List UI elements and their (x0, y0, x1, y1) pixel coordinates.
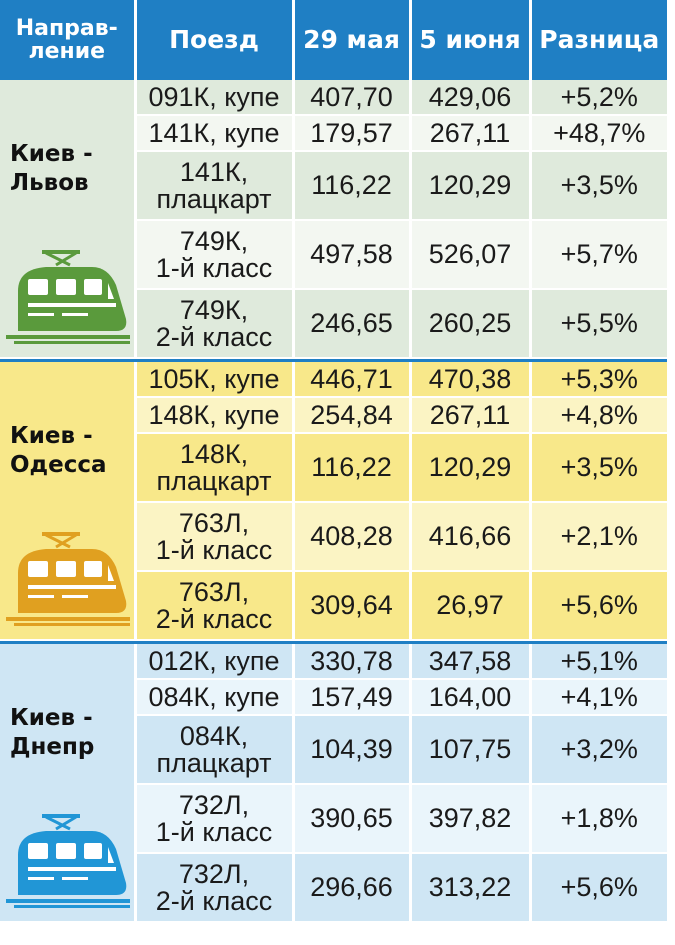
green-train-icon (4, 247, 132, 345)
group-separator (0, 640, 667, 644)
price-5-june: 429,06 (410, 80, 532, 116)
table-row: 732Л, 2-й класс 296,66 313,22 +5,6% (0, 853, 667, 923)
header-difference: Разница (530, 0, 667, 80)
direction-cell: Киев - Одесса (0, 362, 137, 641)
train-cell: 141К, плацкарт (135, 151, 295, 221)
price-difference: +5,7% (530, 220, 667, 290)
table-row: 148К, плацкарт 116,22 120,29 +3,5% (0, 433, 667, 503)
train-cell: 141К, купе (135, 115, 295, 152)
price-5-june: 120,29 (410, 151, 532, 221)
train-cell: 763Л, 1-й класс (135, 502, 295, 572)
train-cell: 763Л, 2-й класс (135, 571, 295, 641)
table-row: 732Л, 1-й класс 390,65 397,82 +1,8% (0, 784, 667, 854)
price-5-june: 416,66 (410, 502, 532, 572)
train-cell: 084К, плацкарт (135, 715, 295, 785)
train-cell: 105К, купе (135, 362, 295, 398)
price-5-june: 313,22 (410, 853, 532, 923)
price-5-june: 267,11 (410, 397, 532, 434)
table-header-row: Направ- ление Поезд 29 мая 5 июня Разниц… (0, 0, 667, 80)
price-29-may: 157,49 (293, 679, 412, 716)
price-difference: +5,6% (530, 571, 667, 641)
price-5-june: 397,82 (410, 784, 532, 854)
orange-train-icon (4, 529, 132, 627)
price-difference: +2,1% (530, 502, 667, 572)
price-difference: +3,5% (530, 151, 667, 221)
price-5-june: 120,29 (410, 433, 532, 503)
table-row: Киев - Днепр 012К, купе 330,78 347,58 +5,1% (0, 644, 667, 923)
table-row: 141К, купе 179,57 267,11 +48,7% (0, 115, 667, 152)
price-5-june: 107,75 (410, 715, 532, 785)
train-cell: 749К, 1-й класс (135, 220, 295, 290)
group-separator (0, 358, 667, 362)
price-29-may: 179,57 (293, 115, 412, 152)
price-5-june: 470,38 (410, 362, 532, 398)
table-row: 084К, плацкарт 104,39 107,75 +3,2% (0, 715, 667, 785)
price-29-may: 390,65 (293, 784, 412, 854)
table-row: 763Л, 1-й класс 408,28 416,66 +2,1% (0, 502, 667, 572)
price-29-may: 407,70 (293, 80, 412, 116)
price-29-may: 408,28 (293, 502, 412, 572)
price-5-june: 526,07 (410, 220, 532, 290)
train-cell: 148К, плацкарт (135, 433, 295, 503)
train-cell: 091К, купе (135, 80, 295, 116)
table-row: Киев - Львов 091К, купе 407,70 429,06 +5,2% (0, 80, 667, 359)
price-difference: +4,1% (530, 679, 667, 716)
price-5-june: 26,97 (410, 571, 532, 641)
right-margin-strip (667, 0, 675, 945)
price-difference: +48,7% (530, 115, 667, 152)
price-difference: +5,5% (530, 289, 667, 359)
price-difference: +4,8% (530, 397, 667, 434)
price-29-may: 246,65 (293, 289, 412, 359)
direction-name: Киев - Львов (10, 141, 93, 196)
price-29-may: 116,22 (293, 433, 412, 503)
price-5-june: 267,11 (410, 115, 532, 152)
train-cell: 732Л, 2-й класс (135, 853, 295, 923)
table-row: 749К, 1-й класс 497,58 526,07 +5,7% (0, 220, 667, 290)
group-separator-line (0, 640, 667, 644)
direction-cell: Киев - Днепр (0, 644, 137, 923)
table-row: 148К, купе 254,84 267,11 +4,8% (0, 397, 667, 434)
table-row: 084К, купе 157,49 164,00 +4,1% (0, 679, 667, 716)
blue-train-icon (4, 811, 132, 909)
table-row: 763Л, 2-й класс 309,64 26,97 +5,6% (0, 571, 667, 641)
price-29-may: 309,64 (293, 571, 412, 641)
train-cell: 732Л, 1-й класс (135, 784, 295, 854)
train-cell: 084К, купе (135, 679, 295, 716)
price-29-may: 296,66 (293, 853, 412, 923)
price-difference: +5,2% (530, 80, 667, 116)
header-direction: Направ- ление (0, 0, 137, 80)
price-29-may: 446,71 (293, 362, 412, 398)
train-cell: 148К, купе (135, 397, 295, 434)
price-difference: +5,6% (530, 853, 667, 923)
header-train: Поезд (135, 0, 295, 80)
price-29-may: 330,78 (293, 644, 412, 680)
price-5-june: 347,58 (410, 644, 532, 680)
direction-cell: Киев - Львов (0, 80, 137, 359)
price-29-may: 497,58 (293, 220, 412, 290)
price-29-may: 104,39 (293, 715, 412, 785)
price-5-june: 260,25 (410, 289, 532, 359)
header-date2: 5 июня (410, 0, 532, 80)
train-cell: 749К, 2-й класс (135, 289, 295, 359)
price-difference: +3,5% (530, 433, 667, 503)
direction-name: Киев - Одесса (10, 423, 107, 478)
price-difference: +5,1% (530, 644, 667, 680)
price-difference: +1,8% (530, 784, 667, 854)
price-5-june: 164,00 (410, 679, 532, 716)
direction-name: Киев - Днепр (10, 705, 95, 760)
price-29-may: 116,22 (293, 151, 412, 221)
header-date1: 29 мая (293, 0, 412, 80)
group-separator-line (0, 358, 667, 362)
ticket-price-table: Направ- ление Поезд 29 мая 5 июня Разниц… (0, 0, 667, 923)
table-row: Киев - Одесса 105К, купе 446,71 470,38 +5,3% (0, 362, 667, 641)
price-difference: +5,3% (530, 362, 667, 398)
price-difference: +3,2% (530, 715, 667, 785)
table-row: 141К, плацкарт 116,22 120,29 +3,5% (0, 151, 667, 221)
train-cell: 012К, купе (135, 644, 295, 680)
price-29-may: 254,84 (293, 397, 412, 434)
table-row: 749К, 2-й класс 246,65 260,25 +5,5% (0, 289, 667, 359)
